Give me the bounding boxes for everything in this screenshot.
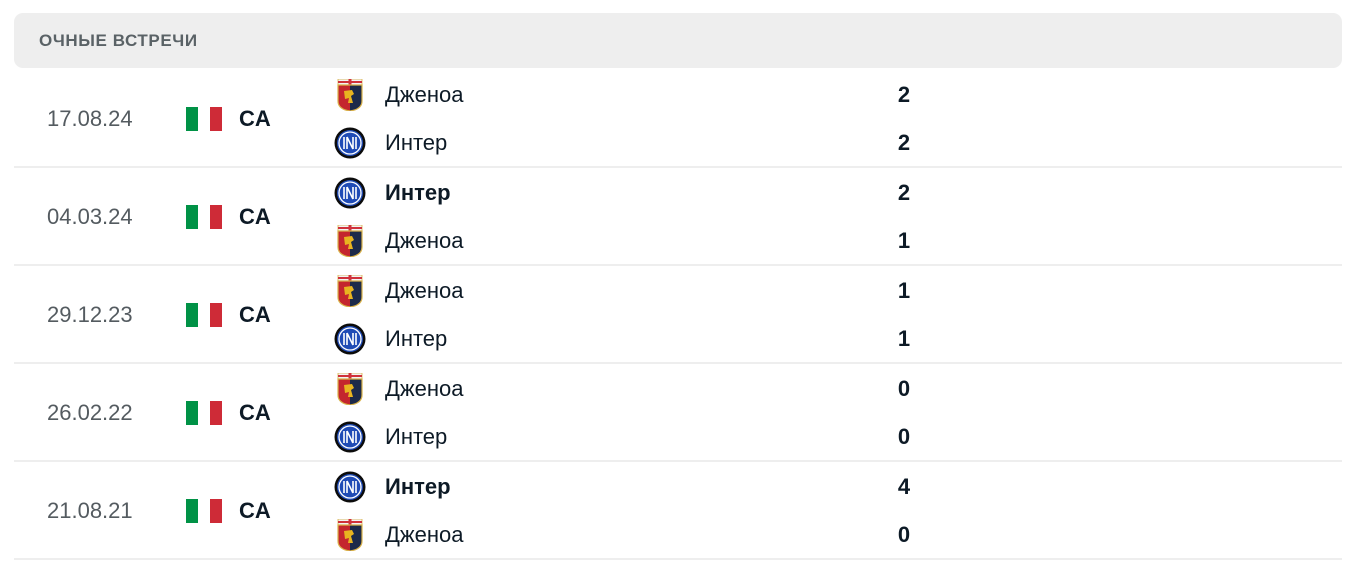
team-row[interactable]: Интер 4: [334, 471, 1334, 503]
team-row[interactable]: Дженоа 0: [334, 372, 1334, 406]
team-name: Дженоа: [385, 376, 464, 401]
team-score: 1: [897, 278, 911, 303]
italy-flag-icon: [186, 401, 222, 425]
team-name: Интер: [385, 130, 448, 155]
match-date: 04.03.24: [47, 204, 133, 229]
team-score: 0: [897, 522, 911, 547]
team-score: 0: [897, 424, 911, 449]
italy-flag-icon: [186, 205, 222, 229]
team-name: Дженоа: [385, 82, 464, 107]
inter-crest-icon: [334, 421, 366, 453]
competition-label: CA: [239, 400, 271, 425]
italy-flag-icon: [186, 303, 222, 327]
team-row[interactable]: Дженоа 2: [334, 78, 1334, 112]
team-name: Интер: [385, 474, 451, 499]
team-name: Интер: [385, 326, 448, 351]
competition-label: CA: [239, 204, 271, 229]
match-row[interactable]: 04.03.24 CA Интер 2 Дженоа 1: [14, 167, 1342, 266]
match-date: 21.08.21: [47, 498, 133, 523]
team-row[interactable]: Интер 2: [334, 127, 1334, 159]
competition-label: CA: [239, 302, 271, 327]
match-date: 17.08.24: [47, 106, 133, 131]
team-score: 2: [897, 130, 911, 155]
team-score: 1: [897, 228, 911, 253]
team-name: Интер: [385, 180, 451, 205]
match-date: 29.12.23: [47, 302, 133, 327]
team-row[interactable]: Интер 0: [334, 421, 1334, 453]
team-name: Интер: [385, 424, 448, 449]
italy-flag-icon: [186, 499, 222, 523]
italy-flag-icon: [186, 107, 222, 131]
team-score: 0: [897, 376, 911, 401]
match-row[interactable]: 26.02.22 CA Дженоа 0 Интер 0: [14, 363, 1342, 462]
inter-crest-icon: [334, 323, 366, 355]
team-row[interactable]: Интер 2: [334, 177, 1334, 209]
match-row[interactable]: 21.08.21 CA Интер 4 Дженоа 0: [14, 461, 1342, 560]
team-row[interactable]: Дженоа 1: [334, 224, 1334, 258]
genoa-crest-icon: [334, 224, 366, 258]
team-score: 4: [897, 474, 911, 499]
team-name: Дженоа: [385, 228, 464, 253]
genoa-crest-icon: [334, 274, 366, 308]
competition-label: CA: [239, 106, 271, 131]
genoa-crest-icon: [334, 518, 366, 552]
inter-crest-icon: [334, 471, 366, 503]
team-score: 2: [897, 82, 911, 107]
inter-crest-icon: [334, 127, 366, 159]
team-row[interactable]: Дженоа 0: [334, 518, 1334, 552]
section-title: ОЧНЫЕ ВСТРЕЧИ: [39, 31, 198, 50]
genoa-crest-icon: [334, 78, 366, 112]
team-row[interactable]: Интер 1: [334, 323, 1334, 355]
team-score: 1: [897, 326, 911, 351]
match-row[interactable]: 17.08.24 CA Дженоа 2 Интер 2: [14, 69, 1342, 168]
team-name: Дженоа: [385, 278, 464, 303]
inter-crest-icon: [334, 177, 366, 209]
competition-label: CA: [239, 498, 271, 523]
genoa-crest-icon: [334, 372, 366, 406]
team-name: Дженоа: [385, 522, 464, 547]
match-row[interactable]: 29.12.23 CA Дженоа 1 Интер 1: [14, 265, 1342, 364]
team-score: 2: [897, 180, 911, 205]
team-row[interactable]: Дженоа 1: [334, 274, 1334, 308]
match-date: 26.02.22: [47, 400, 133, 425]
section-header: ОЧНЫЕ ВСТРЕЧИ: [14, 13, 1342, 68]
